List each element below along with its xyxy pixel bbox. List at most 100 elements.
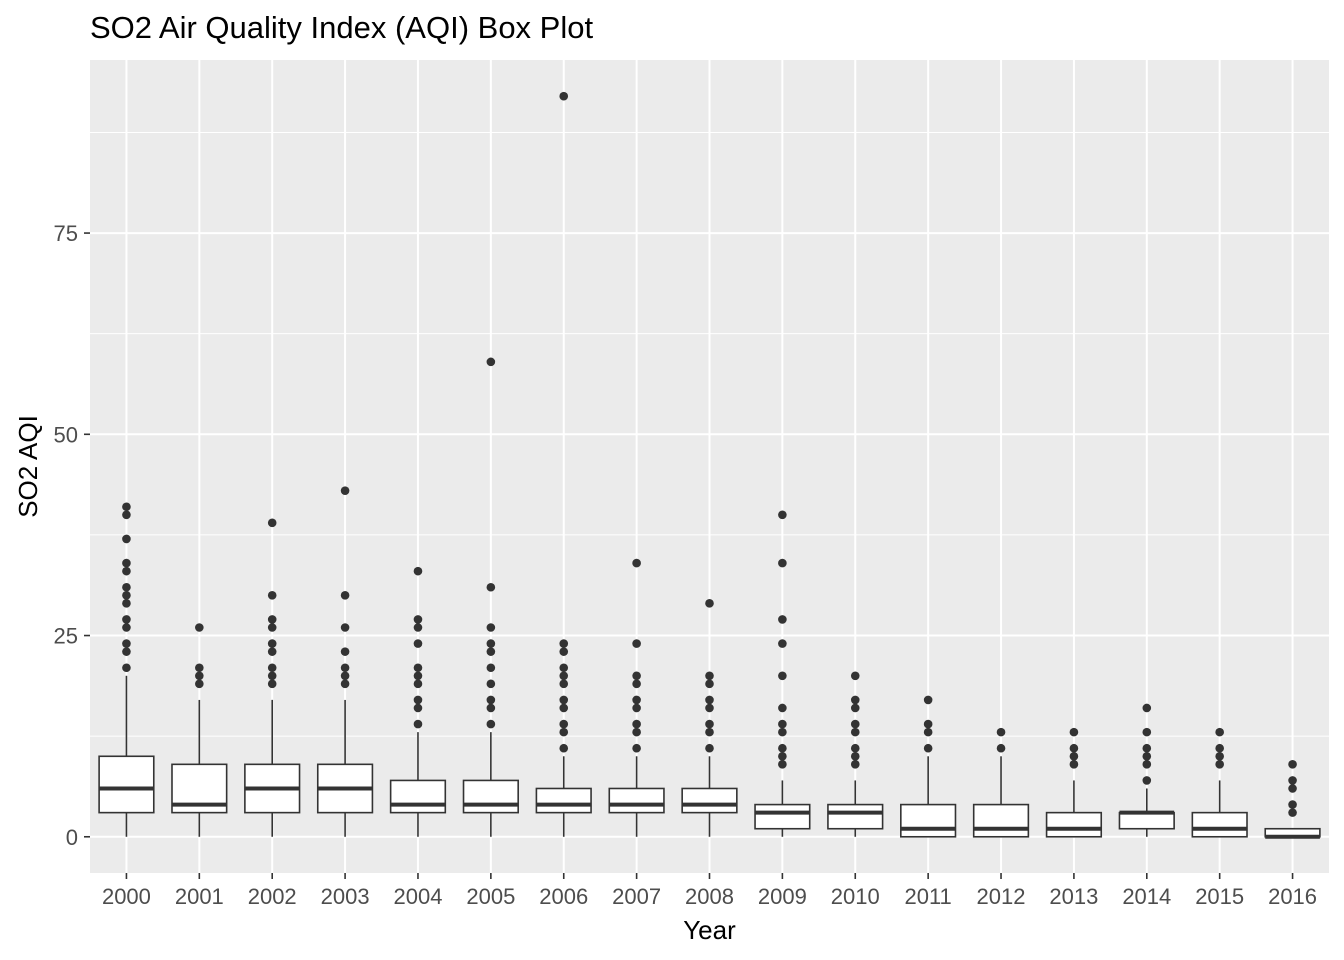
outlier-point bbox=[486, 719, 496, 729]
outlier-point bbox=[1069, 743, 1079, 753]
x-tick-label: 2007 bbox=[612, 884, 661, 909]
outlier-point bbox=[778, 760, 787, 769]
outlier-point bbox=[632, 727, 641, 737]
outlier-point bbox=[1142, 727, 1152, 737]
outlier-point bbox=[267, 623, 277, 632]
outlier-point bbox=[559, 639, 569, 648]
outlier-point bbox=[1288, 776, 1297, 785]
outlier-point bbox=[559, 703, 569, 713]
outlier-point bbox=[1288, 784, 1297, 793]
outlier-point bbox=[486, 357, 496, 367]
outlier-point bbox=[122, 647, 131, 656]
outlier-point bbox=[632, 743, 641, 753]
outlier-point bbox=[122, 623, 131, 632]
outlier-point bbox=[413, 703, 423, 713]
outlier-point bbox=[1288, 808, 1297, 817]
outlier-point bbox=[340, 623, 350, 632]
x-tick-label: 2013 bbox=[1049, 884, 1098, 909]
outlier-point bbox=[413, 695, 423, 705]
outlier-point bbox=[122, 582, 131, 592]
x-tick-label: 2002 bbox=[248, 884, 297, 909]
outlier-point bbox=[340, 486, 350, 495]
outlier-point bbox=[122, 590, 131, 600]
outlier-point bbox=[340, 671, 350, 681]
outlier-point bbox=[850, 695, 860, 705]
box-2000 bbox=[98, 502, 155, 837]
x-tick-label: 2000 bbox=[102, 884, 151, 909]
outlier-point bbox=[632, 639, 641, 648]
outlier-point bbox=[923, 743, 933, 753]
outlier-point bbox=[1215, 743, 1224, 753]
outlier-point bbox=[559, 727, 569, 737]
box-2008 bbox=[681, 599, 738, 837]
outlier-point bbox=[122, 558, 131, 568]
outlier-point bbox=[778, 558, 787, 568]
outlier-point bbox=[1142, 776, 1152, 785]
outlier-point bbox=[413, 671, 423, 681]
outlier-point bbox=[486, 647, 496, 656]
outlier-point bbox=[778, 510, 787, 520]
outlier-point bbox=[632, 703, 641, 713]
chart-title: SO2 Air Quality Index (AQI) Box Plot bbox=[90, 10, 594, 45]
outlier-point bbox=[267, 663, 277, 673]
outlier-point bbox=[923, 695, 933, 705]
outlier-point bbox=[1142, 743, 1152, 753]
outlier-point bbox=[559, 679, 569, 689]
x-tick-label: 2010 bbox=[831, 884, 880, 909]
outlier-point bbox=[122, 615, 131, 624]
outlier-point bbox=[122, 639, 131, 648]
outlier-point bbox=[850, 743, 860, 753]
box-iqr bbox=[900, 803, 957, 838]
outlier-point bbox=[195, 623, 204, 632]
box-iqr bbox=[1191, 811, 1248, 838]
outlier-point bbox=[705, 743, 714, 753]
box-2010 bbox=[827, 671, 884, 837]
box-iqr bbox=[389, 779, 447, 814]
outlier-point bbox=[413, 639, 423, 648]
box-2009 bbox=[754, 510, 811, 837]
outlier-point bbox=[1069, 727, 1079, 737]
x-tick-label: 2009 bbox=[758, 884, 807, 909]
box-2014 bbox=[1118, 703, 1175, 837]
y-axis-title: SO2 AQI bbox=[13, 415, 43, 518]
x-axis: 2000 2001 2002 2003 2004 2005 2006 2007 2008 2009… bbox=[102, 873, 1317, 909]
x-tick-label: 2014 bbox=[1122, 884, 1171, 909]
outlier-point bbox=[705, 679, 714, 689]
y-tick-label: 75 bbox=[54, 221, 78, 246]
y-tick-label: 50 bbox=[54, 422, 78, 447]
outlier-point bbox=[632, 695, 641, 705]
outlier-point bbox=[705, 727, 714, 737]
outlier-point bbox=[559, 91, 569, 101]
outlier-point bbox=[559, 695, 569, 705]
outlier-point bbox=[413, 566, 423, 576]
outlier-point bbox=[1142, 703, 1152, 713]
outlier-point bbox=[1142, 751, 1152, 761]
x-tick-label: 2005 bbox=[466, 884, 515, 909]
box-2001 bbox=[171, 623, 228, 837]
outlier-point bbox=[1069, 751, 1079, 761]
box-iqr bbox=[827, 803, 884, 830]
x-tick-label: 2012 bbox=[977, 884, 1026, 909]
outlier-point bbox=[705, 703, 714, 713]
outlier-point bbox=[778, 751, 787, 761]
outlier-point bbox=[778, 639, 787, 648]
outlier-point bbox=[850, 751, 860, 761]
boxes bbox=[98, 91, 1321, 839]
outlier-point bbox=[923, 727, 933, 737]
y-tick-label: 0 bbox=[66, 825, 78, 850]
box-iqr bbox=[972, 803, 1030, 838]
box-2015 bbox=[1191, 727, 1248, 838]
outlier-point bbox=[778, 671, 787, 681]
outlier-point bbox=[559, 719, 569, 729]
box-2005 bbox=[462, 357, 519, 837]
box-2011 bbox=[900, 695, 957, 838]
outlier-point bbox=[996, 727, 1006, 737]
outlier-point bbox=[850, 760, 860, 769]
x-tick-label: 2006 bbox=[539, 884, 588, 909]
outlier-point bbox=[1069, 760, 1079, 769]
x-tick-label: 2001 bbox=[175, 884, 224, 909]
outlier-point bbox=[267, 590, 277, 600]
outlier-point bbox=[486, 703, 496, 713]
x-tick-label: 2004 bbox=[393, 884, 442, 909]
outlier-point bbox=[850, 719, 860, 729]
